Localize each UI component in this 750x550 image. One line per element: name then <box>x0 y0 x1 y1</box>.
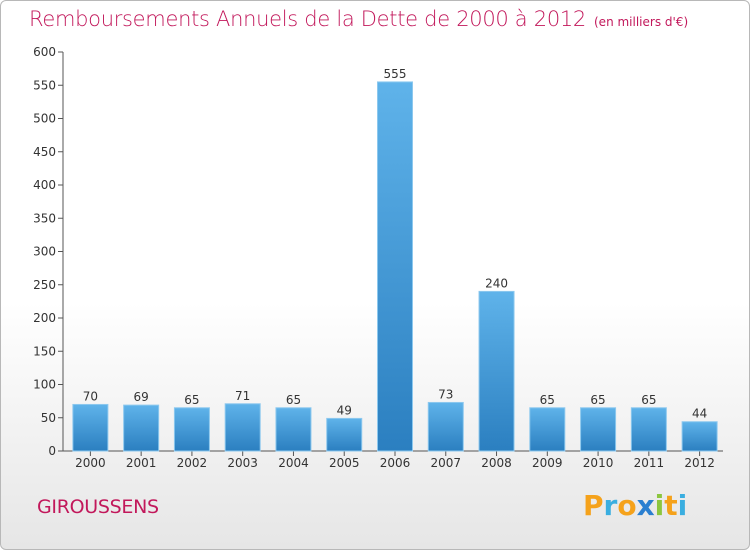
x-tick-label: 2009 <box>532 456 563 470</box>
bar-2000 <box>72 403 109 452</box>
bar-2009 <box>529 407 566 452</box>
chart-title-block: Remboursements Annuels de la Dette de 20… <box>29 7 688 31</box>
y-tick-label: 300 <box>33 245 56 259</box>
x-tick-label: 2006 <box>380 456 411 470</box>
data-label-2010: 65 <box>590 393 605 407</box>
x-tick-label: 2000 <box>75 456 106 470</box>
commune-name: GIROUSSENS <box>37 496 159 518</box>
bar-2012 <box>681 421 718 452</box>
y-tick-label: 200 <box>33 311 56 325</box>
data-label-2000: 70 <box>83 389 98 403</box>
y-tick-label: 50 <box>41 411 56 425</box>
y-tick-label: 150 <box>33 344 56 358</box>
y-tick-label: 500 <box>33 112 56 126</box>
bar-2003 <box>224 403 261 452</box>
x-tick-label: 2007 <box>430 456 461 470</box>
y-tick-label: 350 <box>33 211 56 225</box>
bar-2004 <box>275 407 312 452</box>
data-label-2012: 44 <box>692 407 707 421</box>
bar-2010 <box>580 407 617 452</box>
bar-series <box>72 81 718 452</box>
logo-letter: i <box>677 489 688 522</box>
logo-letter: r <box>603 489 618 522</box>
x-tick-label: 2001 <box>126 456 157 470</box>
proxiti-logo: Proxiti <box>583 489 687 522</box>
data-label-2004: 65 <box>286 393 301 407</box>
chart-title: Remboursements Annuels de la Dette de 20… <box>29 7 586 31</box>
x-tick-label: 2003 <box>227 456 258 470</box>
bar-2002 <box>173 407 210 452</box>
data-label-2001: 69 <box>134 390 149 404</box>
x-tick-label: 2004 <box>278 456 309 470</box>
y-tick-label: 250 <box>33 278 56 292</box>
logo-letter: P <box>583 489 604 522</box>
logo-letter: i <box>654 489 665 522</box>
x-tick-label: 2005 <box>329 456 360 470</box>
x-tick-label: 2012 <box>684 456 715 470</box>
bar-2008 <box>478 290 515 452</box>
y-tick-label: 550 <box>33 78 56 92</box>
logo-letter: o <box>617 489 637 522</box>
data-label-2003: 71 <box>235 389 250 403</box>
logo-letter: x <box>636 489 655 522</box>
bar-2006 <box>377 81 413 452</box>
x-tick-label: 2002 <box>177 456 208 470</box>
chart-subtitle: (en milliers d'€) <box>594 15 689 29</box>
data-label-2002: 65 <box>184 393 199 407</box>
bar-2001 <box>123 404 160 452</box>
x-axis: 2000 2001 2002 2003 2004 2005 2006 2007 2008 2009… <box>63 450 723 470</box>
x-tick-label: 2010 <box>583 456 614 470</box>
bar-2011 <box>630 407 667 452</box>
y-tick-label: 0 <box>48 444 56 458</box>
data-labels: 70 69 65 71 65 49 555 73 240 65 65 65 44 <box>83 67 708 421</box>
data-label-2009: 65 <box>540 393 555 407</box>
y-tick-label: 400 <box>33 178 56 192</box>
x-tick-label: 2008 <box>481 456 512 470</box>
y-tick-label: 600 <box>33 45 56 59</box>
x-tick-label: 2011 <box>634 456 665 470</box>
bar-2005 <box>326 417 363 452</box>
data-label-2006: 555 <box>384 67 407 81</box>
logo-letter: t <box>664 489 678 522</box>
data-label-2007: 73 <box>438 387 453 401</box>
data-label-2011: 65 <box>641 393 656 407</box>
bar-2007 <box>427 401 464 452</box>
data-label-2008: 240 <box>485 276 508 290</box>
y-axis: 0 50 100 150 200 250 300 350 400 450 500 550 600 <box>33 45 64 458</box>
y-tick-label: 450 <box>33 145 56 159</box>
data-label-2005: 49 <box>337 403 352 417</box>
y-tick-label: 100 <box>33 378 56 392</box>
